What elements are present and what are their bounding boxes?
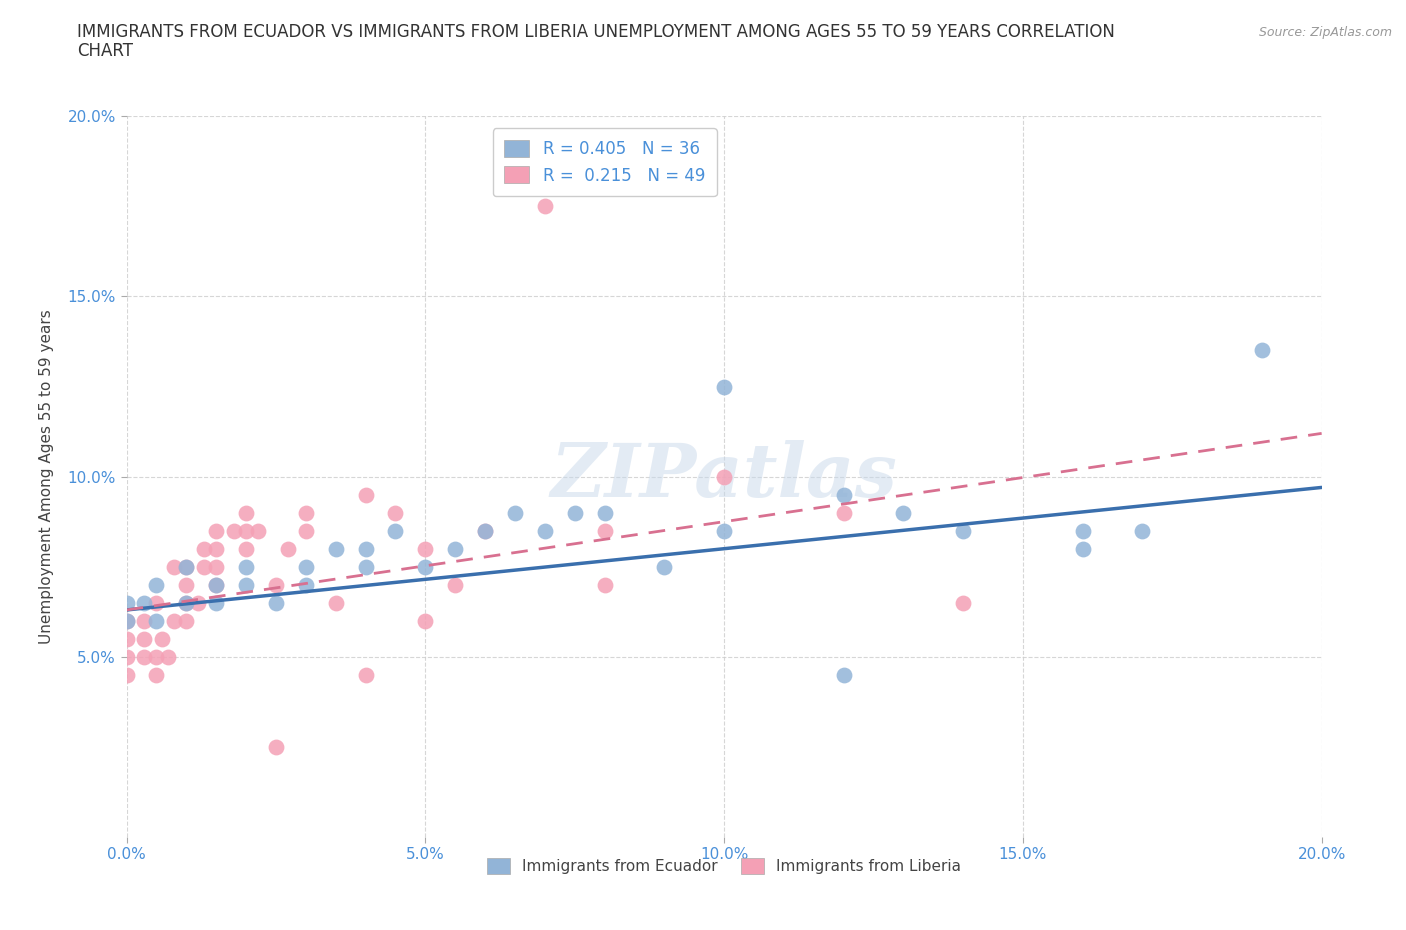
Point [832, 668, 855, 683]
Point [205, 541, 228, 556]
Point [163, 559, 186, 574]
Point [593, 505, 616, 520]
Point [205, 578, 228, 592]
Point [222, 524, 246, 538]
Point [593, 578, 616, 592]
Point [384, 505, 406, 520]
Point [115, 631, 138, 646]
Point [1071, 541, 1094, 556]
Point [503, 505, 526, 520]
Text: ZIPatlas: ZIPatlas [551, 441, 897, 512]
Point [145, 595, 167, 610]
Point [264, 739, 287, 754]
Point [235, 578, 257, 592]
Point [444, 541, 467, 556]
Point [294, 524, 316, 538]
Point [294, 559, 316, 574]
Point [474, 524, 496, 538]
Text: IMMIGRANTS FROM ECUADOR VS IMMIGRANTS FROM LIBERIA UNEMPLOYMENT AMONG AGES 55 TO: IMMIGRANTS FROM ECUADOR VS IMMIGRANTS FR… [77, 23, 1115, 41]
Point [415, 559, 437, 574]
Point [713, 379, 735, 394]
Point [444, 578, 467, 592]
Point [713, 469, 735, 484]
Y-axis label: Unemployment Among Ages 55 to 59 years: Unemployment Among Ages 55 to 59 years [39, 310, 53, 644]
Point [134, 595, 156, 610]
Point [235, 505, 257, 520]
Point [294, 505, 316, 520]
Point [205, 559, 228, 574]
Point [1071, 524, 1094, 538]
Point [152, 631, 174, 646]
Point [205, 595, 228, 610]
Point [157, 649, 180, 664]
Point [145, 614, 167, 629]
Point [277, 541, 299, 556]
Point [174, 595, 197, 610]
Point [134, 631, 156, 646]
Point [145, 649, 167, 664]
Text: CHART: CHART [77, 42, 134, 60]
Point [174, 614, 197, 629]
Point [415, 541, 437, 556]
Point [354, 559, 377, 574]
Point [952, 524, 974, 538]
Point [354, 487, 377, 502]
Point [115, 668, 138, 683]
Point [134, 614, 156, 629]
Point [264, 578, 287, 592]
Point [235, 559, 257, 574]
Point [952, 595, 974, 610]
Point [115, 614, 138, 629]
Point [1251, 343, 1274, 358]
Point [235, 541, 257, 556]
Point [174, 559, 197, 574]
Point [174, 578, 197, 592]
Point [235, 524, 257, 538]
Point [325, 595, 347, 610]
Point [652, 559, 675, 574]
Point [205, 578, 228, 592]
Point [174, 559, 197, 574]
Point [325, 541, 347, 556]
Point [384, 524, 406, 538]
Point [593, 524, 616, 538]
Point [354, 541, 377, 556]
Point [534, 199, 557, 214]
Point [415, 614, 437, 629]
Point [354, 668, 377, 683]
Point [294, 578, 316, 592]
Point [893, 505, 915, 520]
Point [134, 649, 156, 664]
Text: Source: ZipAtlas.com: Source: ZipAtlas.com [1258, 26, 1392, 39]
Point [145, 668, 167, 683]
Point [264, 595, 287, 610]
Point [564, 505, 586, 520]
Point [174, 595, 197, 610]
Point [193, 541, 215, 556]
Point [145, 578, 167, 592]
Point [115, 649, 138, 664]
Point [193, 559, 215, 574]
Point [205, 524, 228, 538]
Point [247, 524, 270, 538]
Point [534, 524, 557, 538]
Point [832, 487, 855, 502]
Point [163, 614, 186, 629]
Point [474, 524, 496, 538]
Point [115, 614, 138, 629]
Point [187, 595, 209, 610]
Point [1130, 524, 1153, 538]
Point [115, 595, 138, 610]
Point [713, 524, 735, 538]
Point [832, 505, 855, 520]
Legend: Immigrants from Ecuador, Immigrants from Liberia: Immigrants from Ecuador, Immigrants from… [478, 849, 970, 884]
